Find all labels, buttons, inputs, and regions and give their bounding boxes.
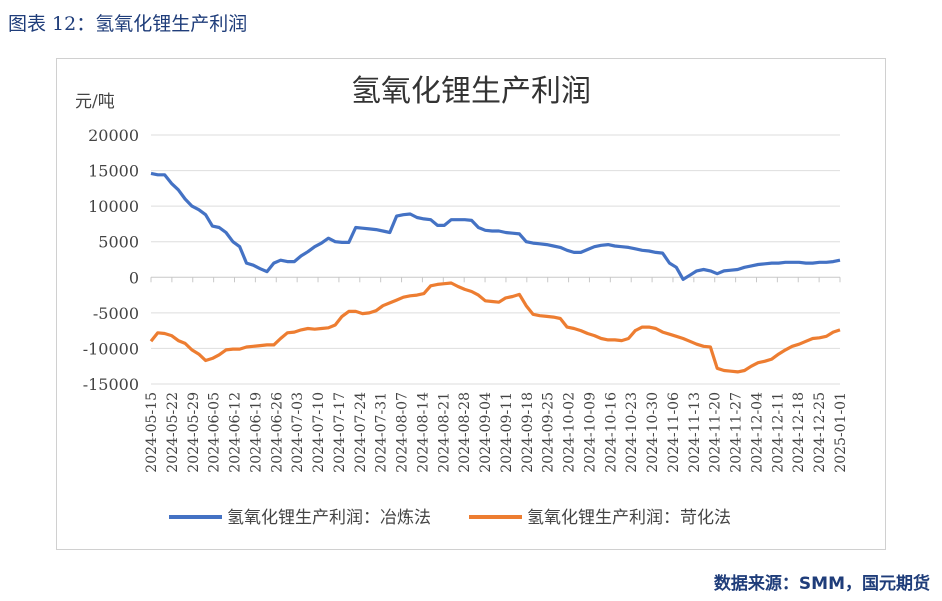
x-tick-labels: 2024-05-15 2024-05-22 2024-05-29 2024-06-05… bbox=[144, 277, 849, 473]
x-tick-label: 2024-10-16 bbox=[603, 392, 619, 473]
series-line-smelting bbox=[150, 171, 841, 281]
x-tick-label: 2024-05-22 bbox=[165, 392, 181, 473]
series-line-causticizing bbox=[149, 281, 841, 374]
y-tick-label: 15000 bbox=[88, 162, 139, 181]
x-tick-label: 2024-09-04 bbox=[478, 392, 494, 473]
y-tick-label: -15000 bbox=[83, 375, 139, 394]
chart-title: 氢氧化锂生产利润 bbox=[351, 74, 591, 109]
y-tick-label: -5000 bbox=[93, 304, 139, 323]
x-tick-label: 2024-07-10 bbox=[311, 392, 327, 473]
x-tick-label: 2024-06-05 bbox=[207, 392, 223, 473]
x-tick-label: 2024-07-17 bbox=[332, 392, 348, 473]
x-tick-label: 2024-06-19 bbox=[248, 392, 264, 473]
x-tick-label: 2024-06-26 bbox=[269, 392, 285, 473]
legend-label-smelting: 氢氧化锂生产利润：冶炼法 bbox=[227, 508, 431, 528]
y-tick-label: 0 bbox=[129, 268, 139, 287]
x-tick-label: 2024-08-07 bbox=[395, 392, 411, 473]
x-tick-label: 2024-06-12 bbox=[228, 392, 244, 473]
x-tick-label: 2024-07-31 bbox=[374, 392, 390, 473]
x-tick-label: 2024-07-03 bbox=[290, 392, 306, 473]
x-tick-label: 2024-09-11 bbox=[499, 392, 515, 473]
x-tick-label: 2024-12-25 bbox=[812, 392, 828, 473]
y-tick-labels: 20000 15000 10000 5000 0 -5000 -10000 -15000 bbox=[83, 126, 139, 394]
figure-caption: 图表 12：氢氧化锂生产利润 bbox=[8, 13, 248, 35]
x-tick-label: 2024-10-23 bbox=[624, 392, 640, 473]
chart-frame: 氢氧化锂生产利润 元/吨 20000 15000 10000 5000 0 -5000 -1… bbox=[56, 58, 886, 550]
x-tick-label: 2024-12-04 bbox=[749, 392, 765, 473]
series-lines bbox=[149, 171, 841, 374]
x-tick-label: 2024-10-02 bbox=[562, 392, 578, 473]
x-tick-label: 2024-07-24 bbox=[353, 392, 369, 473]
x-tick-label: 2024-10-09 bbox=[582, 392, 598, 473]
x-tick-label: 2024-10-30 bbox=[645, 392, 661, 473]
y-axis-label: 元/吨 bbox=[75, 92, 115, 112]
x-tick-label: 2024-09-18 bbox=[520, 392, 536, 473]
y-tick-label: 5000 bbox=[98, 233, 139, 252]
x-tick-label: 2025-01-01 bbox=[833, 392, 849, 473]
gridlines bbox=[151, 134, 840, 385]
x-tick-label: 2024-05-29 bbox=[186, 392, 202, 473]
source-note: 数据来源：SMM，国元期货 bbox=[713, 574, 930, 594]
x-tick-label: 2024-08-14 bbox=[415, 392, 431, 473]
x-tick-label: 2024-08-21 bbox=[436, 392, 452, 473]
legend-label-causticizing: 氢氧化锂生产利润：苛化法 bbox=[527, 508, 731, 528]
x-tick-label: 2024-12-18 bbox=[791, 392, 807, 473]
y-tick-label: 10000 bbox=[88, 197, 139, 216]
x-tick-label: 2024-11-13 bbox=[687, 392, 703, 473]
legend: 氢氧化锂生产利润：冶炼法 氢氧化锂生产利润：苛化法 bbox=[169, 508, 731, 528]
x-tick-label: 2024-11-27 bbox=[729, 392, 745, 473]
x-tick-label: 2024-11-20 bbox=[708, 392, 724, 473]
x-tick-label: 2024-12-11 bbox=[770, 392, 786, 473]
x-tick-label: 2024-11-06 bbox=[666, 392, 682, 473]
x-tick-label: 2024-05-15 bbox=[144, 392, 160, 473]
y-tick-label: 20000 bbox=[88, 126, 139, 145]
profit-line-chart: 氢氧化锂生产利润 元/吨 20000 15000 10000 5000 0 -5000 -1… bbox=[75, 74, 849, 528]
x-tick-label: 2024-09-25 bbox=[541, 392, 557, 473]
y-tick-label: -10000 bbox=[83, 339, 139, 358]
x-tick-label: 2024-08-28 bbox=[457, 392, 473, 473]
